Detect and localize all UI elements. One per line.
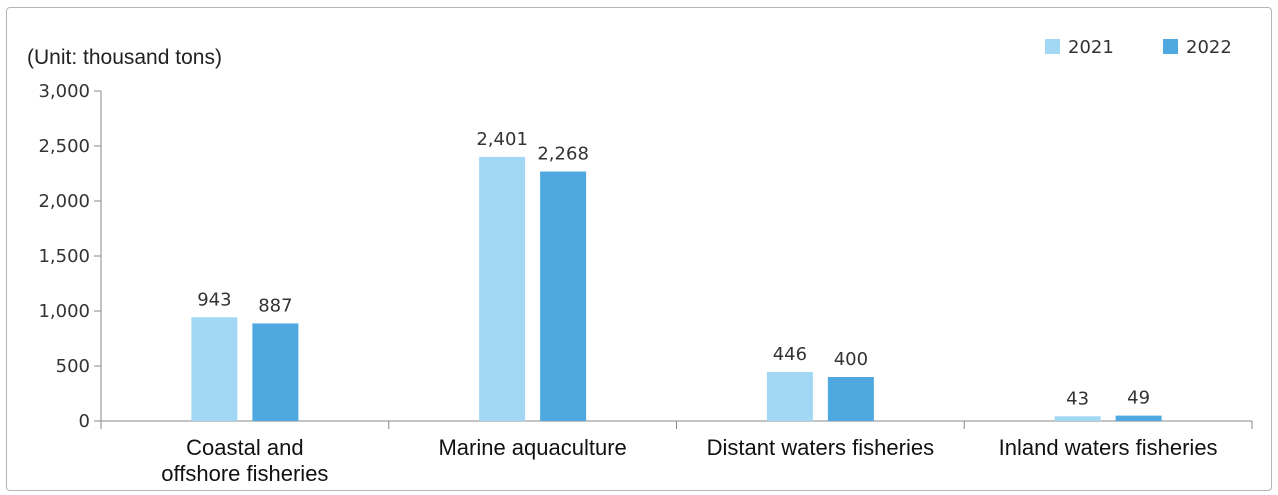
data-label-2022-2: 400: [834, 349, 868, 370]
data-label-2022-3: 49: [1127, 388, 1150, 409]
data-label-2022-0: 887: [258, 295, 292, 316]
category-label: Distant waters fisheries: [707, 435, 934, 460]
bar-2022-2: [827, 377, 874, 421]
category-label: offshore fisheries: [161, 461, 328, 486]
bar-2021-2: [766, 371, 813, 421]
legend-swatch-2022: [1163, 39, 1178, 54]
legend-swatch-2021: [1045, 39, 1060, 54]
bar-2022-0: [252, 323, 299, 421]
legend-label-2021: 2021: [1068, 37, 1114, 58]
legend: 2021 2022: [1045, 37, 1232, 58]
data-label-2021-1: 2,401: [476, 129, 528, 150]
data-label-2021-2: 446: [773, 344, 807, 365]
y-tick-label: 1,000: [38, 301, 90, 322]
data-label-2022-1: 2,268: [537, 144, 589, 165]
data-label-2021-3: 43: [1066, 388, 1089, 409]
category-label: Marine aquaculture: [438, 435, 626, 460]
legend-label-2022: 2022: [1186, 37, 1232, 58]
category-label: Inland waters fisheries: [999, 435, 1218, 460]
data-labels: 943 887 2,401 2,268 446 400 43 49: [197, 129, 1150, 409]
bar-2021-3: [1054, 416, 1101, 421]
data-label-2021-0: 943: [197, 289, 231, 310]
y-axis: 0 500 1,000 1,500 2,000 2,500 3,000: [38, 81, 102, 432]
x-axis: [100, 420, 1253, 429]
y-tick-label: 0: [79, 411, 90, 432]
y-tick-label: 3,000: [38, 81, 90, 102]
category-label: Coastal and: [186, 435, 303, 460]
y-tick-label: 500: [56, 356, 90, 377]
y-tick-label: 1,500: [38, 246, 90, 267]
bar-2021-0: [191, 317, 238, 421]
bar-2021-1: [479, 156, 526, 421]
bar-2022-1: [540, 171, 587, 421]
bar-2022-3: [1115, 415, 1162, 421]
bars: [191, 156, 1162, 421]
unit-label: (Unit: thousand tons): [27, 46, 222, 69]
y-tick-label: 2,000: [38, 191, 90, 212]
y-tick-label: 2,500: [38, 136, 90, 157]
